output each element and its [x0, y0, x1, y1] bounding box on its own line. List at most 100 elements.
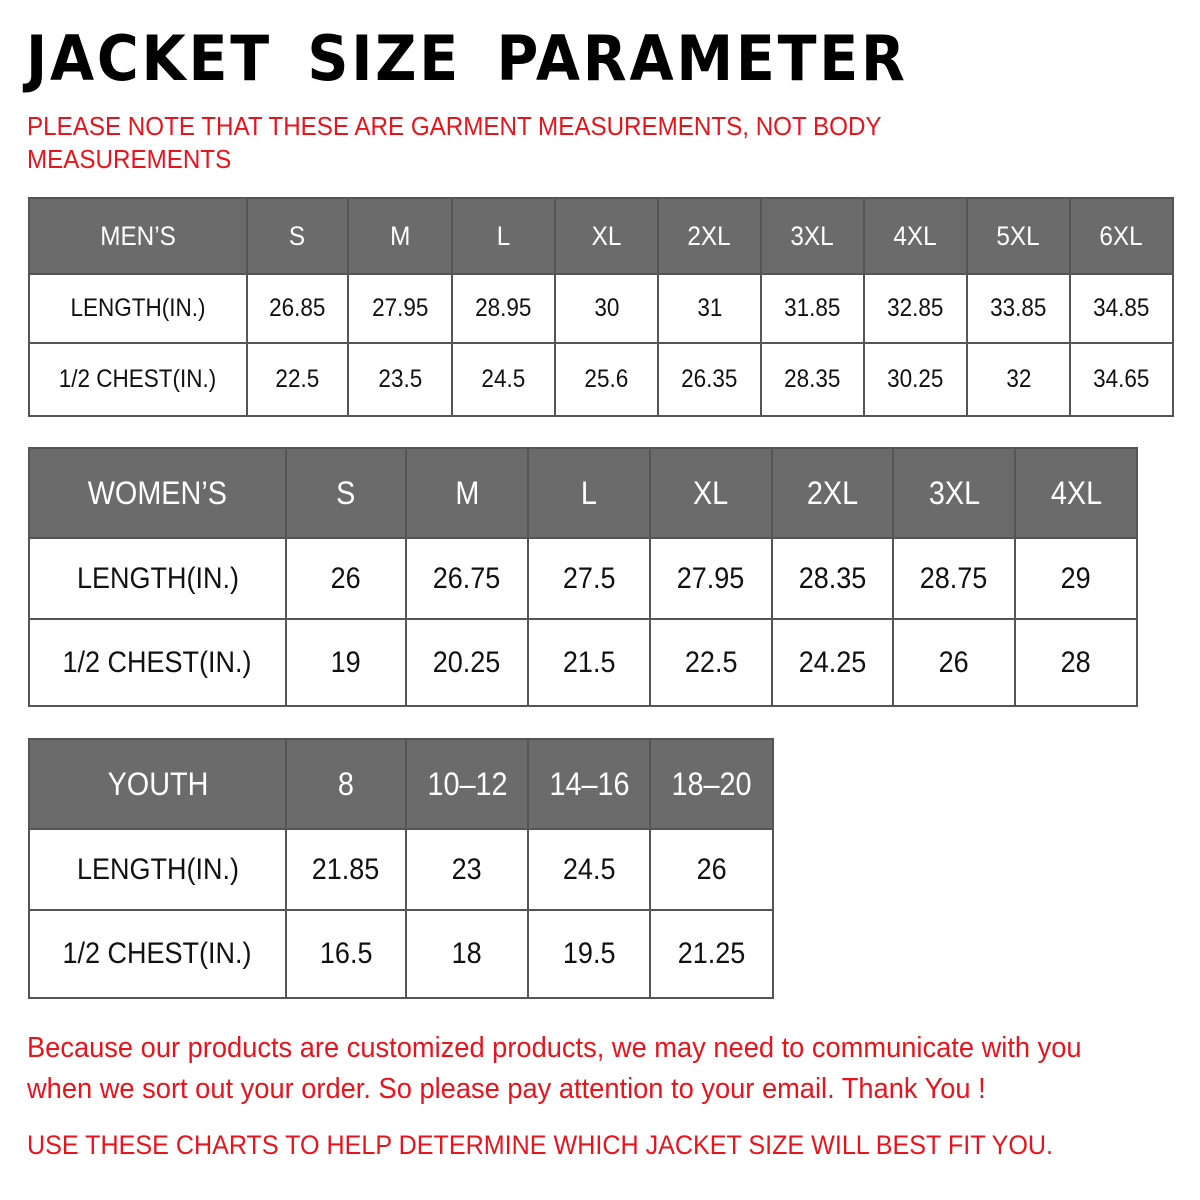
size-header-cell: 18–20 — [649, 738, 774, 830]
cell-text: MEN’S — [100, 220, 176, 251]
row-label-cell: LENGTH(IN.) — [28, 273, 248, 344]
cell-text: 28 — [1060, 645, 1092, 679]
size-header-cell: 2XL — [771, 447, 894, 539]
measurement-cell: 22.5 — [246, 342, 349, 417]
cell-text: 23 — [451, 852, 483, 886]
cell-text: 27.5 — [562, 561, 616, 595]
measurement-cell: 26 — [285, 537, 407, 620]
cell-text: 27.95 — [677, 561, 745, 595]
fit-advice: USE THESE CHARTS TO HELP DETERMINE WHICH… — [27, 1130, 1054, 1160]
cell-text: 18 — [451, 937, 483, 970]
cell-text: 21.25 — [677, 937, 746, 970]
measurement-cell: 34.85 — [1069, 273, 1174, 344]
measurement-cell: 31 — [657, 273, 762, 344]
size-header-cell: M — [405, 447, 529, 539]
cell-text: L — [580, 474, 598, 511]
cell-text: 28.35 — [798, 561, 867, 595]
measurement-cell: 31.85 — [760, 273, 865, 344]
cell-text: M — [389, 220, 411, 251]
header-row: YOUTH 8 10–12 14–16 18–20 — [28, 738, 774, 830]
cell-text: 34.65 — [1093, 365, 1150, 393]
cell-text: XL — [693, 474, 729, 511]
cell-text: 1/2 CHEST(IN.) — [62, 645, 253, 679]
row-label-cell: LENGTH(IN.) — [28, 828, 287, 911]
table-row: 1/2 CHEST(IN.) 22.5 23.5 24.5 25.6 26.35 28.35… — [28, 342, 1174, 417]
measurement-cell: 26 — [892, 618, 1016, 707]
measurement-cell: 26.35 — [657, 342, 762, 417]
table-row: 1/2 CHEST(IN.) 16.5 18 19.5 21.25 — [28, 909, 774, 999]
measurement-cell: 27.5 — [527, 537, 651, 620]
cell-text: S — [336, 474, 356, 511]
size-header-cell: 14–16 — [527, 738, 651, 830]
table-row: LENGTH(IN.) 26.85 27.95 28.95 30 31 31.85 32.85… — [28, 273, 1174, 344]
measurement-cell: 26 — [649, 828, 774, 911]
cell-text: 22.5 — [275, 365, 320, 393]
cell-text: 3XL — [790, 220, 835, 251]
cell-text: 2XL — [687, 220, 732, 251]
customization-message: Because our products are customized prod… — [27, 1032, 1082, 1105]
size-header-cell: 3XL — [892, 447, 1016, 539]
cell-text: 26.85 — [269, 294, 326, 322]
cell-text: 8 — [337, 765, 355, 802]
cell-text: 2XL — [806, 474, 859, 511]
measurement-cell: 33.85 — [966, 273, 1071, 344]
cell-text: 24.5 — [562, 852, 616, 886]
measurement-cell: 30 — [554, 273, 659, 344]
cell-text: YOUTH — [107, 765, 208, 802]
cell-text: LENGTH(IN.) — [70, 294, 206, 322]
measurement-cell: 28.95 — [451, 273, 556, 344]
cell-text: 27.95 — [371, 294, 429, 322]
measurement-cell: 19.5 — [527, 909, 651, 999]
measurement-cell: 19 — [285, 618, 407, 707]
measurement-cell: 24.5 — [451, 342, 556, 417]
cell-text: 3XL — [928, 474, 980, 511]
measurement-cell: 28.35 — [760, 342, 865, 417]
measurement-cell: 27.95 — [347, 273, 453, 344]
cell-text: 4XL — [1050, 474, 1102, 511]
cell-text: 10–12 — [426, 765, 508, 802]
cell-text: 6XL — [1099, 220, 1144, 251]
cell-text: 1/2 CHEST(IN.) — [62, 937, 253, 970]
cell-text: 28.35 — [784, 365, 841, 393]
row-label-cell: 1/2 CHEST(IN.) — [28, 618, 287, 707]
measurement-cell: 26.85 — [246, 273, 349, 344]
size-header-cell: 4XL — [863, 197, 968, 275]
cell-text: LENGTH(IN.) — [76, 561, 239, 595]
size-header-cell: L — [451, 197, 556, 275]
measurement-cell: 23 — [405, 828, 529, 911]
cell-text: 26.35 — [681, 365, 738, 393]
cell-text: 18–20 — [671, 765, 752, 802]
cell-text: 22.5 — [684, 645, 738, 679]
size-header-cell: S — [285, 447, 407, 539]
size-header-cell: 6XL — [1069, 197, 1174, 275]
row-label-cell: WOMEN’S — [28, 447, 287, 539]
cell-text: WOMEN’S — [87, 474, 228, 511]
size-header-cell: 10–12 — [405, 738, 529, 830]
cell-text: 23.5 — [378, 365, 422, 393]
table-row: LENGTH(IN.) 21.85 23 24.5 26 — [28, 828, 774, 911]
cell-text: 33.85 — [990, 294, 1047, 322]
measurement-cell: 21.25 — [649, 909, 774, 999]
cell-text: 24.25 — [798, 645, 867, 679]
header-row: WOMEN’S S M L XL 2XL 3XL 4XL — [28, 447, 1138, 539]
row-label-cell: 1/2 CHEST(IN.) — [28, 909, 287, 999]
cell-text: 5XL — [996, 220, 1041, 251]
cell-text: 28.75 — [920, 561, 988, 595]
measurement-cell: 30.25 — [863, 342, 968, 417]
row-label-cell: YOUTH — [28, 738, 287, 830]
measurement-cell: 18 — [405, 909, 529, 999]
cell-text: 34.85 — [1093, 294, 1150, 322]
measurement-cell: 28.35 — [771, 537, 894, 620]
size-header-cell: XL — [649, 447, 773, 539]
measurement-cell: 21.85 — [285, 828, 407, 911]
measurement-cell: 24.25 — [771, 618, 894, 707]
page-title: JACKET SIZE PARAMETER — [26, 22, 908, 95]
cell-text: S — [289, 220, 306, 251]
header-row: MEN’S S M L XL 2XL 3XL 4XL 5XL 6XL — [28, 197, 1174, 275]
table-row: 1/2 CHEST(IN.) 19 20.25 21.5 22.5 24.25 26 28 — [28, 618, 1138, 707]
cell-text: 21.5 — [562, 645, 616, 679]
row-label-cell: MEN’S — [28, 197, 248, 275]
cell-text: 26 — [938, 645, 970, 679]
cell-text: L — [496, 220, 511, 251]
mens-size-table: MEN’S S M L XL 2XL 3XL 4XL 5XL 6XL LENGTH(IN.) 26.8… — [28, 197, 1174, 417]
